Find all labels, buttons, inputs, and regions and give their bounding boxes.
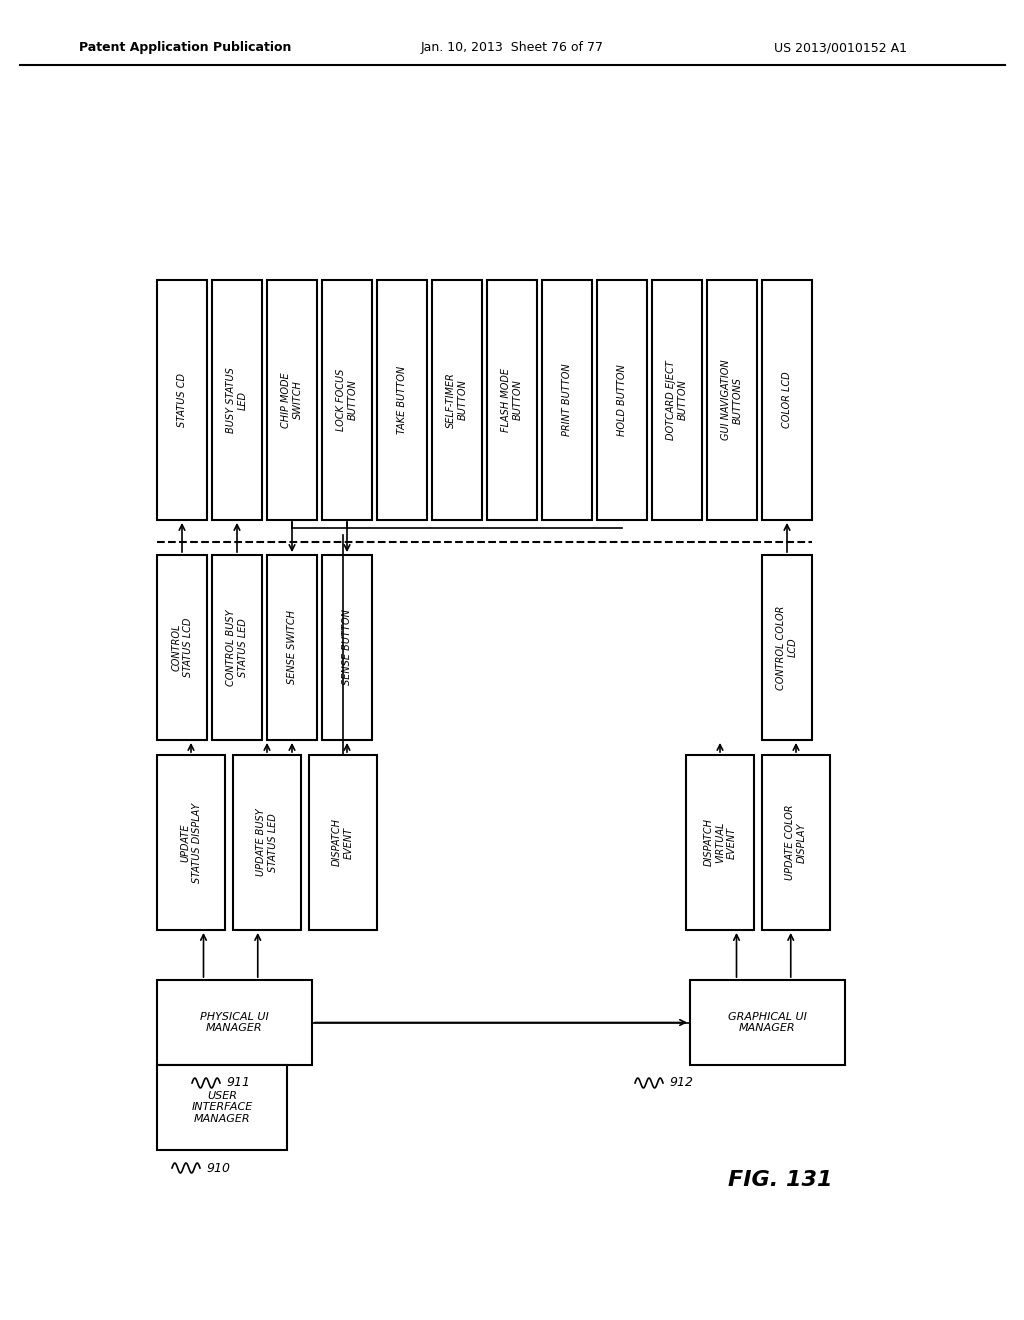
Text: TAKE BUTTON: TAKE BUTTON <box>397 366 407 434</box>
Text: CONTROL
STATUS LCD: CONTROL STATUS LCD <box>171 618 193 677</box>
Text: SENSE SWITCH: SENSE SWITCH <box>287 610 297 685</box>
Text: SELF-TIMER
BUTTON: SELF-TIMER BUTTON <box>446 372 468 428</box>
Text: COLOR LCD: COLOR LCD <box>782 372 792 428</box>
Bar <box>762 280 812 520</box>
Text: HOLD BUTTON: HOLD BUTTON <box>617 364 627 436</box>
Text: US 2013/0010152 A1: US 2013/0010152 A1 <box>773 41 906 54</box>
Bar <box>267 280 317 520</box>
Text: Jan. 10, 2013  Sheet 76 of 77: Jan. 10, 2013 Sheet 76 of 77 <box>421 41 603 54</box>
Bar <box>233 755 301 931</box>
Text: CONTROL COLOR
LCD: CONTROL COLOR LCD <box>776 606 798 689</box>
Text: Patent Application Publication: Patent Application Publication <box>79 41 291 54</box>
Text: CHIP MODE
SWITCH: CHIP MODE SWITCH <box>282 372 303 428</box>
Bar <box>322 280 372 520</box>
Bar <box>212 280 262 520</box>
Text: PRINT BUTTON: PRINT BUTTON <box>562 364 572 437</box>
Bar <box>542 280 592 520</box>
Bar <box>762 755 830 931</box>
Text: 912: 912 <box>669 1077 693 1089</box>
Text: GRAPHICAL UI
MANAGER: GRAPHICAL UI MANAGER <box>728 1011 807 1034</box>
Bar <box>309 755 377 931</box>
Text: CONTROL BUSY
STATUS LED: CONTROL BUSY STATUS LED <box>226 610 248 686</box>
Bar <box>487 280 537 520</box>
Bar <box>707 280 757 520</box>
Text: DOTCARD EJECT
BUTTON: DOTCARD EJECT BUTTON <box>667 360 688 440</box>
Bar <box>157 554 207 741</box>
Bar <box>322 554 372 741</box>
Text: DISPATCH
EVENT: DISPATCH EVENT <box>332 818 354 866</box>
Text: PHYSICAL UI
MANAGER: PHYSICAL UI MANAGER <box>200 1011 269 1034</box>
Bar <box>762 554 812 741</box>
Text: BUSY STATUS
LED: BUSY STATUS LED <box>226 367 248 433</box>
Text: FIG. 131: FIG. 131 <box>728 1170 833 1191</box>
Bar <box>377 280 427 520</box>
Bar <box>652 280 702 520</box>
Bar <box>157 979 312 1065</box>
Text: 910: 910 <box>206 1162 230 1175</box>
Text: USER
INTERFACE
MANAGER: USER INTERFACE MANAGER <box>191 1090 253 1125</box>
Text: SENSE BUTTON: SENSE BUTTON <box>342 610 352 685</box>
Bar <box>157 280 207 520</box>
Text: UPDATE COLOR
DISPLAY: UPDATE COLOR DISPLAY <box>785 805 807 880</box>
Text: DISPATCH
VIRTUAL
EVENT: DISPATCH VIRTUAL EVENT <box>703 818 736 866</box>
Bar <box>432 280 482 520</box>
Bar <box>597 280 647 520</box>
Text: 911: 911 <box>226 1077 250 1089</box>
Text: GUI NAVIGATION
BUTTONS: GUI NAVIGATION BUTTONS <box>721 359 742 441</box>
Text: UPDATE
STATUS DISPLAY: UPDATE STATUS DISPLAY <box>180 803 202 883</box>
Bar <box>157 755 225 931</box>
Bar <box>686 755 754 931</box>
Text: UPDATE BUSY
STATUS LED: UPDATE BUSY STATUS LED <box>256 809 278 876</box>
Bar <box>690 979 845 1065</box>
Text: LOCK FOCUS
BUTTON: LOCK FOCUS BUTTON <box>336 368 357 432</box>
Text: FLASH MODE
BUTTON: FLASH MODE BUTTON <box>501 368 523 432</box>
Bar <box>212 554 262 741</box>
Bar <box>267 554 317 741</box>
Text: STATUS CD: STATUS CD <box>177 374 187 426</box>
Bar <box>157 1065 287 1150</box>
